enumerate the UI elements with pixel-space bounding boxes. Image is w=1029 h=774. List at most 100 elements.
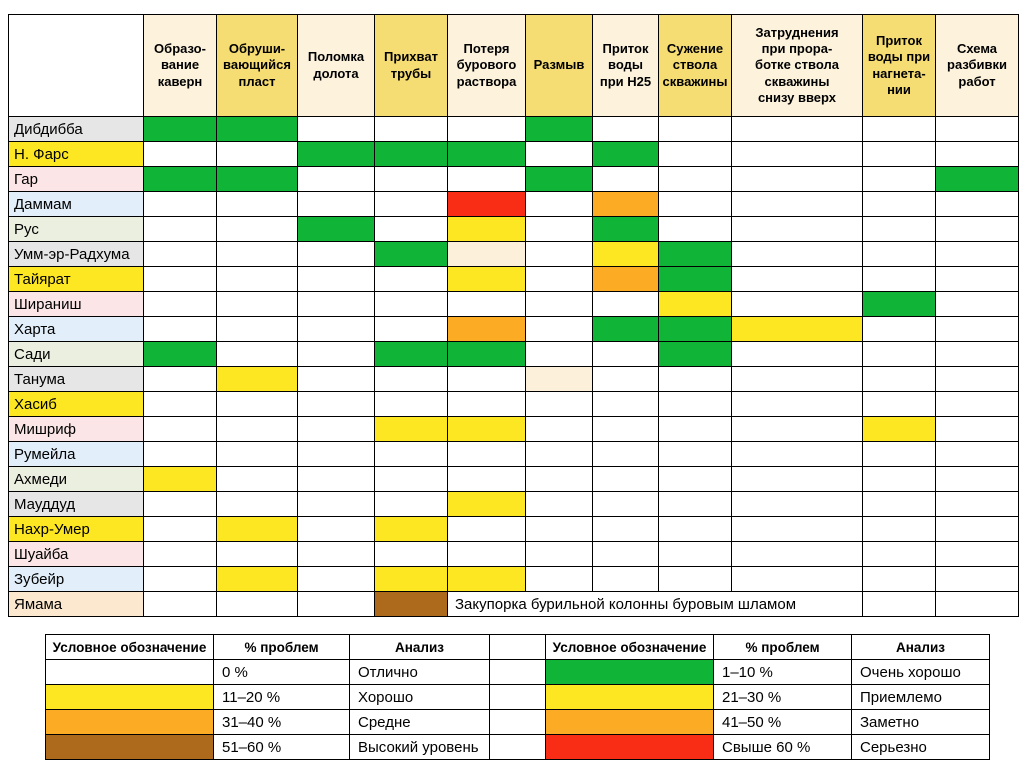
- legend-analysis: Приемлемо: [851, 684, 990, 710]
- matrix-row: Танума: [8, 366, 1019, 392]
- matrix-cell: [374, 591, 448, 617]
- row-label: Мауддуд: [8, 491, 144, 517]
- matrix-cell: [447, 341, 526, 367]
- matrix-cell: [862, 541, 936, 567]
- matrix-cell: [592, 391, 659, 417]
- matrix-cell: [731, 516, 863, 542]
- matrix-cell: [525, 491, 593, 517]
- legend-header: Условное обозначение: [545, 634, 714, 660]
- legend-row: 51–60 % Высокий уровень Свыше 60 % Серьезно: [45, 734, 990, 760]
- matrix-cell: [447, 241, 526, 267]
- matrix-cell: [216, 441, 298, 467]
- matrix-cell: [658, 316, 732, 342]
- matrix-cell: [447, 466, 526, 492]
- matrix-cell: [862, 416, 936, 442]
- matrix-cell: [862, 491, 936, 517]
- matrix-cell: [731, 216, 863, 242]
- matrix-cell: [374, 441, 448, 467]
- matrix-cell: [216, 266, 298, 292]
- legend-percent: 0 %: [213, 659, 350, 685]
- matrix-cell: [935, 566, 1019, 592]
- matrix-cell: [374, 516, 448, 542]
- matrix-cell: [143, 216, 217, 242]
- matrix-cell: [935, 416, 1019, 442]
- matrix-cell: [592, 341, 659, 367]
- matrix-cell: [731, 566, 863, 592]
- legend-header: Анализ: [851, 634, 990, 660]
- matrix-cell: [297, 316, 375, 342]
- matrix-cell: [862, 216, 936, 242]
- matrix-cell: [297, 116, 375, 142]
- matrix-cell: [862, 241, 936, 267]
- matrix-cell: [862, 466, 936, 492]
- matrix-cell: [862, 391, 936, 417]
- legend-analysis: Хорошо: [349, 684, 490, 710]
- row-label: Даммам: [8, 191, 144, 217]
- matrix-row: Хасиб: [8, 391, 1019, 417]
- matrix-cell: [658, 216, 732, 242]
- matrix-cell: [592, 491, 659, 517]
- legend-spacer-cell: [489, 709, 546, 735]
- matrix-cell: [862, 266, 936, 292]
- matrix-cell: [216, 466, 298, 492]
- matrix-cell: [447, 291, 526, 317]
- matrix-cell: [862, 441, 936, 467]
- matrix-cell: [374, 291, 448, 317]
- matrix-cell: [592, 416, 659, 442]
- matrix-cell: [658, 116, 732, 142]
- matrix-cell: [297, 366, 375, 392]
- matrix-cell: [525, 241, 593, 267]
- matrix-cell: [143, 516, 217, 542]
- matrix-cell: [216, 341, 298, 367]
- legend-header-row: Условное обозначение% проблем Анализ Услов…: [45, 634, 990, 660]
- row-label: Нахр-Умер: [8, 516, 144, 542]
- legend-swatch: [545, 659, 714, 685]
- legend-analysis: Высокий уровень: [349, 734, 490, 760]
- matrix-cell: [143, 591, 217, 617]
- matrix-cell: [216, 316, 298, 342]
- matrix-row: Мишриф: [8, 416, 1019, 442]
- matrix-cell: [374, 116, 448, 142]
- matrix-cell: [935, 191, 1019, 217]
- matrix-cell: [592, 366, 659, 392]
- matrix-cell: [525, 416, 593, 442]
- matrix-cell: [935, 291, 1019, 317]
- matrix-cell: [862, 291, 936, 317]
- matrix-cell: [216, 191, 298, 217]
- matrix-cell: [862, 116, 936, 142]
- matrix-cell: [935, 391, 1019, 417]
- matrix-cell: [658, 391, 732, 417]
- matrix-cell: [143, 316, 217, 342]
- matrix-cell: [592, 141, 659, 167]
- matrix-cell: [374, 141, 448, 167]
- matrix-cell: [862, 591, 936, 617]
- matrix-cell: [862, 166, 936, 192]
- matrix-cell: [935, 541, 1019, 567]
- matrix-cell: [297, 191, 375, 217]
- matrix-cell: [297, 441, 375, 467]
- row-label: Н. Фарс: [8, 141, 144, 167]
- matrix-cell: [143, 391, 217, 417]
- legend-swatch: [545, 709, 714, 735]
- matrix-cell: [525, 291, 593, 317]
- legend-spacer-cell: [489, 634, 546, 660]
- matrix-cell: [592, 241, 659, 267]
- matrix-cell: [143, 491, 217, 517]
- matrix-cell: [216, 591, 298, 617]
- matrix-row: Рус: [8, 216, 1019, 242]
- row-label: Шираниш: [8, 291, 144, 317]
- column-header-8: Сужение ствола скважины: [658, 14, 732, 117]
- legend-swatch: [45, 709, 214, 735]
- matrix-cell: [592, 166, 659, 192]
- legend-spacer-cell: [489, 734, 546, 760]
- matrix-cell: [143, 291, 217, 317]
- matrix-cell: [731, 316, 863, 342]
- legend-percent: 11–20 %: [213, 684, 350, 710]
- matrix-cell: [935, 441, 1019, 467]
- matrix-cell: [935, 516, 1019, 542]
- row-label: Харта: [8, 316, 144, 342]
- matrix-cell: [862, 516, 936, 542]
- legend-analysis: Серьезно: [851, 734, 990, 760]
- matrix-cell: [935, 266, 1019, 292]
- matrix-cell: [525, 541, 593, 567]
